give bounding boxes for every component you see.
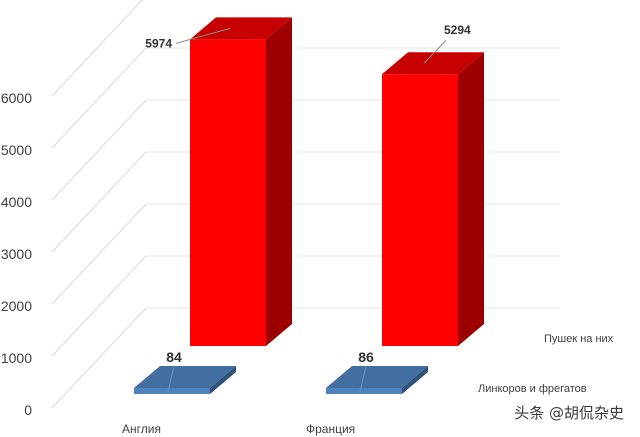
gridline-side <box>51 151 147 253</box>
y-axis: 0 1000 2000 3000 4000 5000 6000 <box>1 90 32 418</box>
gridline-side <box>51 255 147 357</box>
data-label: 84 <box>166 349 182 365</box>
bar <box>382 74 458 346</box>
bar-side <box>210 366 236 394</box>
y-tick-label: 4000 <box>1 194 32 210</box>
category-labels: Англия Франция <box>122 422 355 436</box>
series-labels: Пушек на них Линкоров и фрегатов <box>478 333 614 395</box>
category-label: Франция <box>306 422 355 436</box>
bar-top <box>326 366 428 388</box>
bar <box>326 388 402 394</box>
leader-line <box>359 365 367 393</box>
gridline-side <box>51 307 147 409</box>
y-tick-label: 2000 <box>1 298 32 314</box>
bar-side <box>402 366 428 394</box>
bars <box>134 17 484 394</box>
y-tick-label: 0 <box>24 402 32 418</box>
bar-side <box>458 52 484 346</box>
gridline-side <box>51 203 147 305</box>
category-label: Англия <box>122 422 161 436</box>
leader-line <box>167 365 175 393</box>
bar-top <box>190 17 292 40</box>
watermark: 头条 @胡侃杂史 <box>514 404 624 422</box>
bar <box>134 388 210 394</box>
bar-top <box>134 366 236 388</box>
gridline-side <box>51 47 147 149</box>
y-tick-label: 1000 <box>1 350 32 366</box>
bar-top <box>382 52 484 75</box>
gridline-side <box>51 0 143 97</box>
series-label: Пушек на них <box>544 333 614 345</box>
bar <box>190 39 266 347</box>
data-label: 5294 <box>444 23 471 37</box>
y-tick-label: 3000 <box>1 246 32 262</box>
bar-side <box>266 17 292 347</box>
data-labels: 5974 5294 84 86 <box>145 23 471 393</box>
y-tick-label: 5000 <box>1 142 32 158</box>
y-tick-label: 6000 <box>1 90 32 106</box>
gridline-side <box>51 99 147 201</box>
data-label: 5974 <box>145 36 172 50</box>
leader-line <box>175 27 231 44</box>
data-label: 86 <box>358 349 374 365</box>
series-label: Линкоров и фрегатов <box>478 383 587 395</box>
leader-line <box>423 39 447 64</box>
